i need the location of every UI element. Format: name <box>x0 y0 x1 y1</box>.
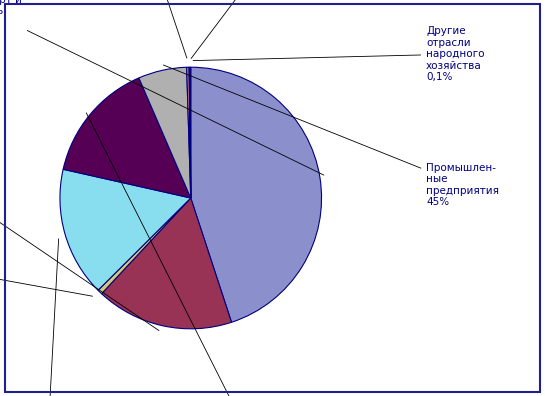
Text: Сельскохозяй
ственные
предприятия
1%: Сельскохозяй ственные предприятия 1% <box>9 239 85 396</box>
Wedge shape <box>186 67 191 198</box>
Text: Промышлен-
ные
предприятия
45%: Промышлен- ные предприятия 45% <box>164 65 499 208</box>
Text: Транспорт и
связь
6%: Транспорт и связь 6% <box>0 0 324 175</box>
Text: Торговля и
снабжение
16%: Торговля и снабжение 16% <box>0 247 93 296</box>
Text: Пищевая
промышленн
ость
15%: Пищевая промышленн ость 15% <box>0 136 159 331</box>
Wedge shape <box>190 67 191 198</box>
Wedge shape <box>63 78 191 198</box>
Text: Финансовые
услуги
0,3%: Финансовые услуги 0,3% <box>191 0 290 59</box>
Wedge shape <box>98 198 191 294</box>
Wedge shape <box>101 198 232 329</box>
Wedge shape <box>60 169 191 290</box>
Wedge shape <box>189 67 191 198</box>
Text: 2009: 2009 <box>149 0 187 58</box>
Wedge shape <box>139 67 191 198</box>
Wedge shape <box>191 67 322 322</box>
Text: Другие
отрасли
народного
хозяйства
0,1%: Другие отрасли народного хозяйства 0,1% <box>193 26 485 82</box>
Text: Строитель-
ные компании
17%: Строитель- ные компании 17% <box>86 113 296 396</box>
